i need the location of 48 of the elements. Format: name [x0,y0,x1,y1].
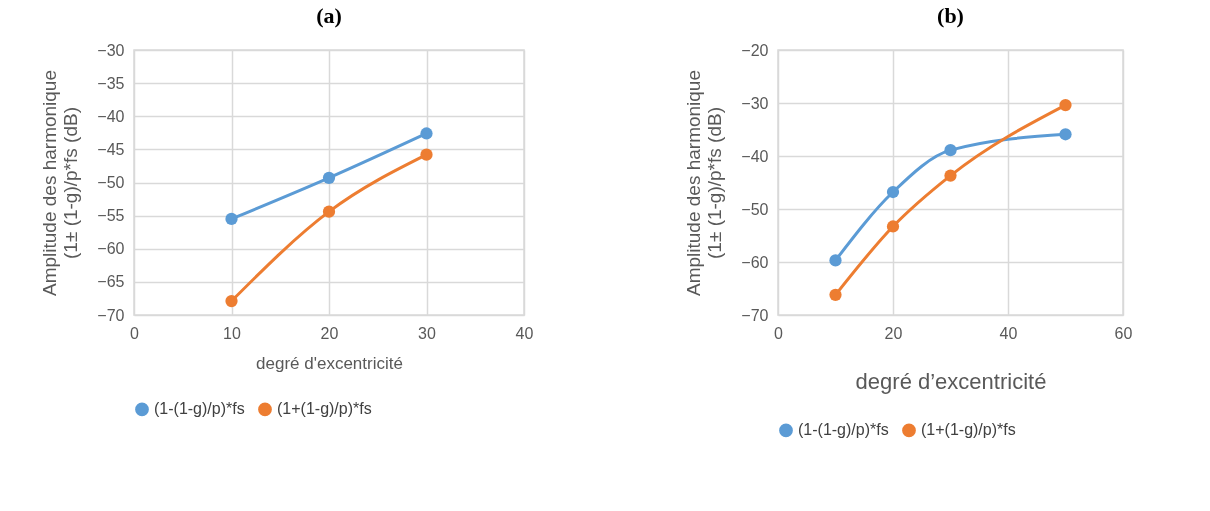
y-tick-label: −40 [741,147,769,165]
y-tick-label: −35 [97,74,125,92]
legend-label: (1-(1-g)/p)*fs [154,400,245,418]
y-axis-title: Amplitude des harmonique (1± (1-g)/p*fs (dB) [39,69,82,297]
point [944,169,957,182]
x-tick-label: 30 [418,324,436,342]
point [420,148,433,161]
chart-title: (a) [316,3,342,28]
y-axis-title: Amplitude des harmonique (1± (1-g)/p*fs (dB) [683,69,726,297]
point [420,127,433,140]
y-tick-label: −60 [741,253,769,271]
point [225,294,238,308]
point [1059,99,1072,112]
point [322,171,336,184]
chart-title: (b) [937,3,964,28]
x-tick-label: 0 [130,324,140,342]
y-tick-label: −45 [97,140,125,158]
legend-label: (1-(1-g)/p)*fs [798,421,889,439]
point [829,254,842,267]
y-tick-label: −30 [741,94,769,112]
point [322,205,336,218]
point [1059,128,1072,141]
x-tick-label: 20 [320,324,339,342]
y-tick-label: −30 [97,41,125,59]
point [886,185,900,199]
y-tick-label: −70 [741,306,769,324]
point [944,144,957,157]
y-tick-label: −60 [97,240,125,258]
y-tick-label: −55 [97,207,125,225]
x-tick-label: 60 [1114,324,1133,342]
x-tick-label: 40 [515,324,534,342]
y-tick-label: −65 [97,273,125,291]
legend-label: (1+(1-g)/p)*fs [921,421,1016,439]
x-tick-label: 40 [999,324,1018,342]
y-tick-label: −50 [97,174,125,191]
x-axis-title: degré d’excentricité [855,368,1047,394]
legend-label: (1+(1-g)/p)*fs [277,400,372,418]
x-tick-label: 0 [774,324,784,342]
y-tick-label: −50 [741,200,769,218]
y-tick-label: −70 [97,306,125,324]
x-axis-title: degré d'excentricité [256,353,403,373]
y-tick-label: −20 [741,41,769,59]
y-tick-label: −40 [97,107,125,125]
point [225,212,238,226]
point [829,288,842,301]
x-tick-label: 20 [884,324,903,342]
point [886,220,900,233]
x-tick-label: 10 [223,324,241,342]
